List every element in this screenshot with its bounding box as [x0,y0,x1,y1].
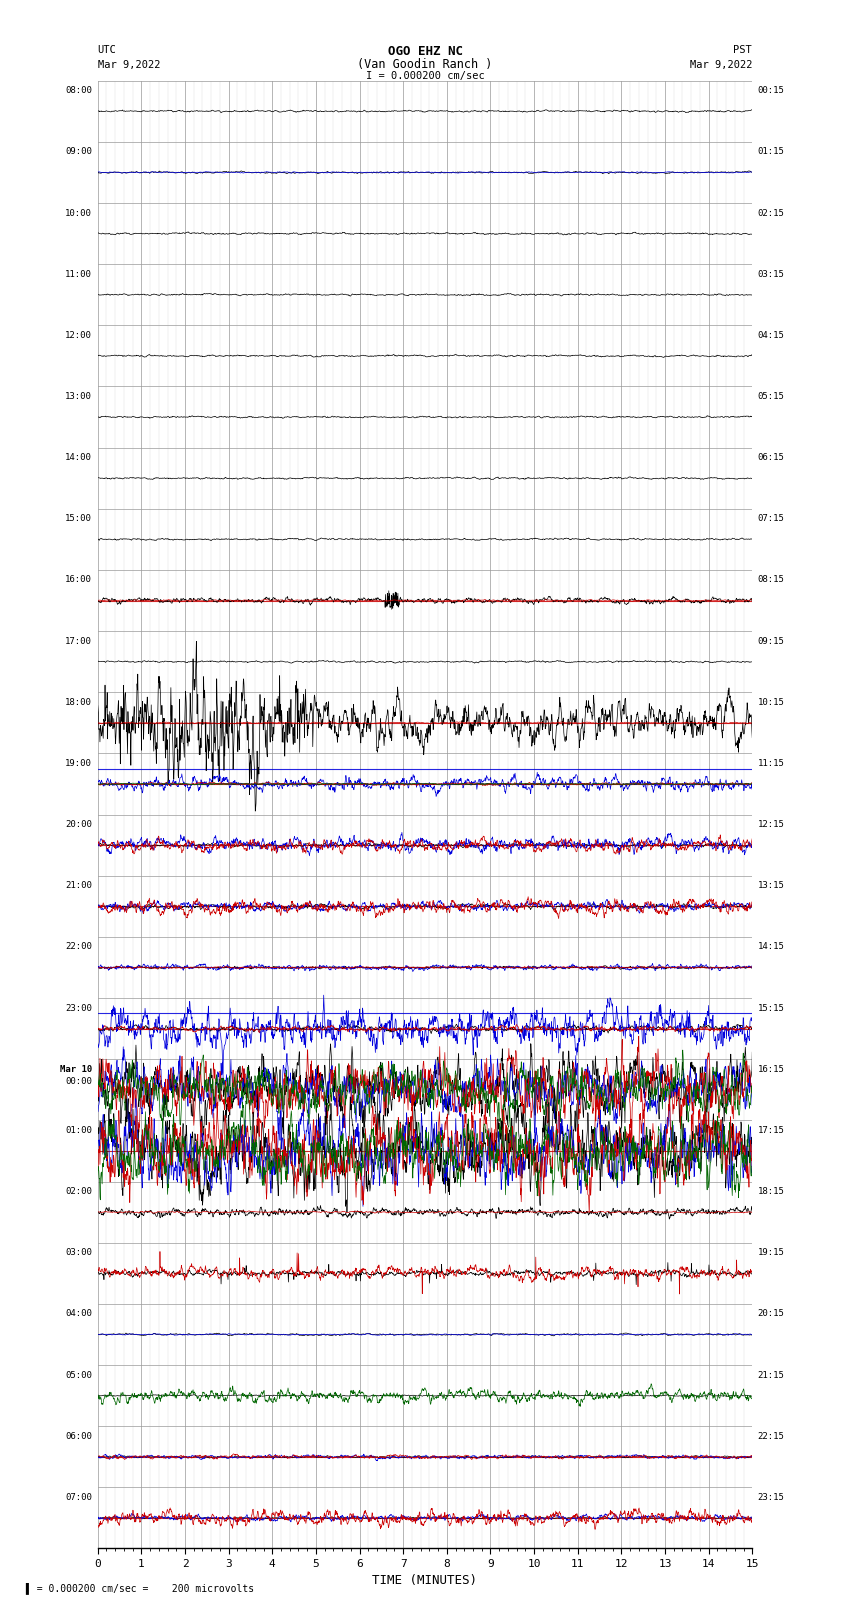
Text: Mar 9,2022: Mar 9,2022 [98,60,161,69]
Text: 07:00: 07:00 [65,1494,92,1502]
Text: 21:00: 21:00 [65,881,92,890]
Text: 06:00: 06:00 [65,1432,92,1440]
Text: 19:00: 19:00 [65,760,92,768]
Text: OGO EHZ NC: OGO EHZ NC [388,45,462,58]
Text: 19:15: 19:15 [758,1248,785,1257]
Text: 21:15: 21:15 [758,1371,785,1379]
Text: 13:00: 13:00 [65,392,92,402]
Text: 00:00: 00:00 [65,1077,92,1086]
Text: 23:00: 23:00 [65,1003,92,1013]
Text: 10:15: 10:15 [758,698,785,706]
Text: 20:00: 20:00 [65,819,92,829]
Text: 18:15: 18:15 [758,1187,785,1197]
Text: 22:00: 22:00 [65,942,92,952]
Text: 00:15: 00:15 [758,85,785,95]
Text: 08:00: 08:00 [65,85,92,95]
Text: 15:00: 15:00 [65,515,92,523]
Text: I = 0.000200 cm/sec: I = 0.000200 cm/sec [366,71,484,81]
Text: 02:15: 02:15 [758,208,785,218]
Text: 22:15: 22:15 [758,1432,785,1440]
Text: 13:15: 13:15 [758,881,785,890]
Text: 03:00: 03:00 [65,1248,92,1257]
Text: 06:15: 06:15 [758,453,785,463]
Text: PST: PST [734,45,752,55]
Text: 15:15: 15:15 [758,1003,785,1013]
Text: ▌ = 0.000200 cm/sec =    200 microvolts: ▌ = 0.000200 cm/sec = 200 microvolts [26,1582,255,1594]
Text: 11:00: 11:00 [65,269,92,279]
Text: 17:15: 17:15 [758,1126,785,1136]
Text: 04:15: 04:15 [758,331,785,340]
Text: 05:00: 05:00 [65,1371,92,1379]
Text: 12:15: 12:15 [758,819,785,829]
Text: 01:00: 01:00 [65,1126,92,1136]
Text: 07:15: 07:15 [758,515,785,523]
Text: 12:00: 12:00 [65,331,92,340]
Text: 23:15: 23:15 [758,1494,785,1502]
Text: 14:15: 14:15 [758,942,785,952]
Text: 04:00: 04:00 [65,1310,92,1318]
Text: 05:15: 05:15 [758,392,785,402]
Text: 09:15: 09:15 [758,637,785,645]
Text: 20:15: 20:15 [758,1310,785,1318]
Text: (Van Goodin Ranch ): (Van Goodin Ranch ) [357,58,493,71]
Text: 09:00: 09:00 [65,147,92,156]
Text: 08:15: 08:15 [758,576,785,584]
Text: 14:00: 14:00 [65,453,92,463]
Text: 02:00: 02:00 [65,1187,92,1197]
X-axis label: TIME (MINUTES): TIME (MINUTES) [372,1574,478,1587]
Text: Mar 9,2022: Mar 9,2022 [689,60,752,69]
Text: 18:00: 18:00 [65,698,92,706]
Text: 16:00: 16:00 [65,576,92,584]
Text: 10:00: 10:00 [65,208,92,218]
Text: 11:15: 11:15 [758,760,785,768]
Text: UTC: UTC [98,45,116,55]
Text: 01:15: 01:15 [758,147,785,156]
Text: 17:00: 17:00 [65,637,92,645]
Text: Mar 10: Mar 10 [60,1065,92,1074]
Text: 16:15: 16:15 [758,1065,785,1074]
Text: 03:15: 03:15 [758,269,785,279]
